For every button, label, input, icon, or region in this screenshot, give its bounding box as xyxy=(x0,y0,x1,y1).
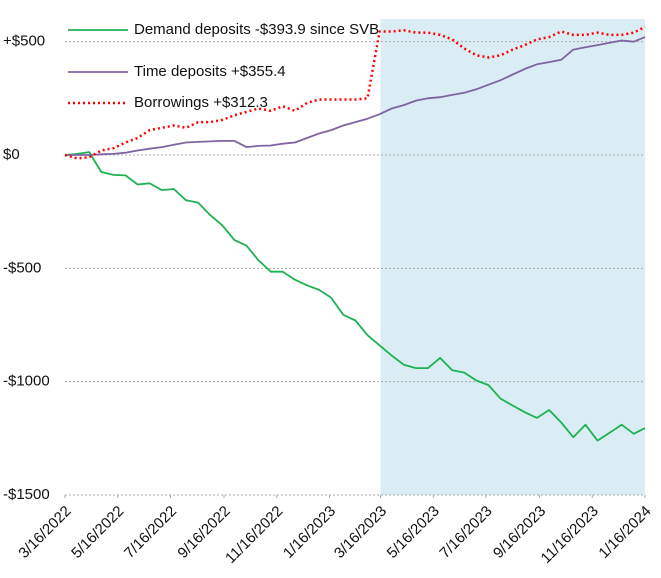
legend-label: Time deposits +$355.4 xyxy=(134,63,286,80)
y-tick-label: -$1000 xyxy=(3,373,50,390)
series-line xyxy=(64,25,646,160)
x-tick-label: 1/16/2024 xyxy=(595,503,654,562)
x-tick-label: 11/16/2022 xyxy=(222,503,286,567)
x-tick-label: 5/16/2023 xyxy=(384,503,443,562)
y-tick-label: -$500 xyxy=(3,259,41,276)
y-tick-label: -$1500 xyxy=(3,486,50,503)
y-tick-label: $0 xyxy=(3,146,20,163)
highlight-region xyxy=(380,19,645,495)
x-tick-label: 3/16/2022 xyxy=(15,503,74,562)
x-tick-label: 7/16/2023 xyxy=(436,503,495,562)
x-tick-label: 3/16/2023 xyxy=(331,503,390,562)
x-tick-label: 5/16/2022 xyxy=(68,503,127,562)
legend-label: Borrowings +$312.3 xyxy=(134,94,268,111)
x-tick-label: 11/16/2023 xyxy=(538,503,602,567)
x-tick-label: 7/16/2022 xyxy=(121,503,180,562)
y-tick-label: +$500 xyxy=(3,33,45,50)
legend-label: Demand deposits -$393.9 since SVB xyxy=(134,21,379,38)
series-line xyxy=(65,36,646,156)
x-tick-label: 1/16/2023 xyxy=(280,503,339,562)
series-line xyxy=(64,151,646,442)
